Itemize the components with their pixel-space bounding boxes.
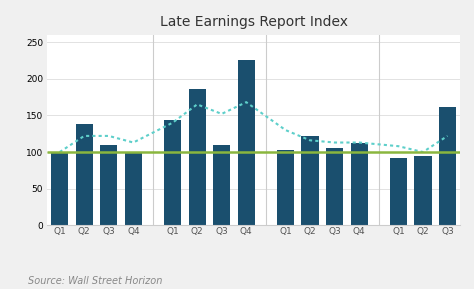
Bar xyxy=(439,107,456,225)
Bar xyxy=(326,148,343,225)
Bar xyxy=(125,152,142,225)
Bar xyxy=(51,152,68,225)
Bar xyxy=(277,150,294,225)
Bar xyxy=(414,156,431,225)
Bar xyxy=(351,142,368,225)
Title: Late Earnings Report Index: Late Earnings Report Index xyxy=(160,15,347,29)
Bar xyxy=(213,145,230,225)
Bar xyxy=(76,124,93,225)
Bar xyxy=(301,136,319,225)
Bar xyxy=(390,158,407,225)
Text: Source: Wall Street Horizon: Source: Wall Street Horizon xyxy=(28,276,163,286)
Bar xyxy=(189,89,206,225)
Bar xyxy=(100,145,118,225)
Bar xyxy=(237,60,255,225)
Bar xyxy=(164,120,181,225)
